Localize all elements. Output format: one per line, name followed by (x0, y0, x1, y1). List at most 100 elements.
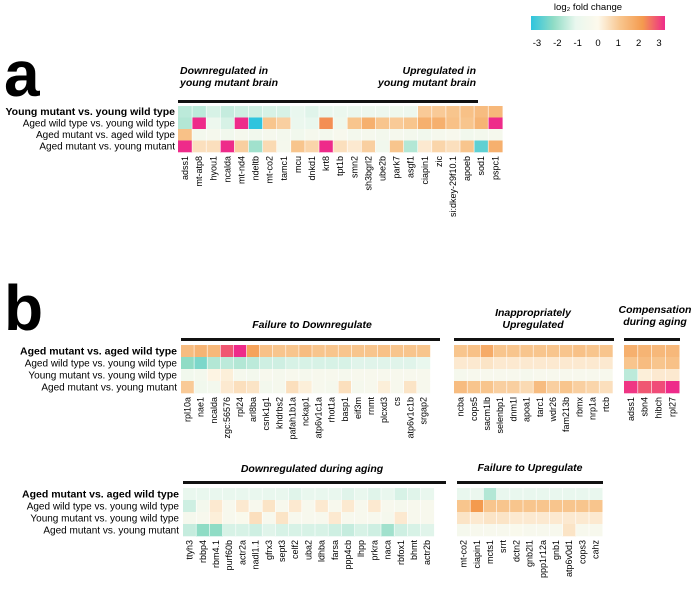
heatmap-cell (220, 357, 234, 370)
heatmap-cell (341, 500, 355, 513)
gene-label: rbmx (574, 397, 584, 417)
heatmap-cell (183, 500, 197, 513)
gene-label: gnb1 (551, 540, 561, 560)
gene-label: ciapin1 (472, 540, 482, 569)
heatmap-cell (220, 345, 234, 358)
heatmap-cell (209, 512, 223, 525)
heatmap-cell (315, 512, 329, 525)
heatmap-cell (665, 369, 680, 382)
heatmap-cell (403, 129, 418, 141)
heatmap-cell (474, 106, 489, 118)
colorbar-ticks: -3 -2 -1 0 1 2 3 (533, 38, 662, 49)
gene-label: ciapin1 (420, 156, 430, 185)
heatmap-cell (298, 369, 313, 382)
heatmap-cell (275, 524, 289, 537)
heatmap-cell (460, 117, 475, 130)
heatmap-cell (431, 140, 447, 153)
heatmap-cell (262, 129, 277, 141)
heatmap-cell (206, 140, 221, 153)
heatmap-cell (220, 140, 235, 153)
gene-label: mcts1 (485, 540, 495, 564)
heatmap-cell (341, 524, 355, 537)
group-label: Downregulated in (180, 65, 268, 77)
gene-label: arl8ba (248, 397, 258, 422)
heatmap-cell (347, 129, 362, 141)
gene-label: tarc1 (535, 397, 545, 417)
heatmap-cell (276, 106, 292, 118)
heatmap-cell (298, 381, 313, 394)
heatmap-cell (285, 369, 300, 382)
heatmap-cell (394, 488, 408, 501)
heatmap-cell (549, 512, 563, 525)
heatmap-cell (341, 512, 355, 525)
colorbar-tick-label: -3 (533, 38, 541, 49)
heatmap-cell (559, 369, 574, 382)
heatmap-cell (183, 524, 197, 537)
heatmap-cell (301, 500, 316, 513)
heatmap-cell (285, 345, 300, 358)
gene-label: asgf1 (406, 156, 416, 178)
heatmap-cell (319, 129, 334, 141)
heatmap-cell (483, 512, 497, 525)
gene-label: sacm1lb (482, 397, 492, 431)
heatmap-cell (248, 140, 263, 153)
heatmap-cell (445, 106, 461, 118)
heatmap-cell (381, 500, 395, 513)
heatmap-cell (272, 357, 287, 370)
heatmap-cell (546, 381, 560, 394)
heatmap-cell (276, 140, 292, 153)
heatmap-cell (192, 106, 207, 118)
row-label: Young mutant vs. young wild type (5, 106, 175, 118)
heatmap-cell (312, 357, 326, 370)
gene-label: sept3 (277, 540, 287, 562)
gene-label: atp6v0d1 (564, 540, 574, 577)
heatmap-cell (416, 357, 431, 370)
heatmap-cell (246, 381, 260, 394)
heatmap-cell (488, 129, 503, 141)
heatmap-cell (474, 129, 489, 141)
gene-label: cops5 (469, 397, 479, 421)
heatmap-cell (460, 140, 475, 153)
heatmap-cell (407, 524, 421, 537)
gene-label: cahz (591, 540, 601, 560)
heatmap-cell (272, 381, 287, 394)
heatmap-cell (181, 381, 195, 394)
heatmap-cell (181, 369, 195, 382)
group-bracket-bar (178, 100, 478, 103)
gene-label: atp6v1c1a (314, 397, 324, 439)
colorbar-tick-label: -2 (553, 38, 561, 49)
gene-label: rpl27 (667, 397, 677, 417)
heatmap-cell (233, 345, 247, 358)
heatmap-cell (483, 500, 497, 513)
heatmap-cell (536, 524, 550, 537)
heatmap-cell (389, 117, 404, 130)
group-label: Upregulated (502, 319, 564, 331)
heatmap-cell (536, 488, 550, 501)
heatmap-cell (192, 129, 207, 141)
heatmap-cell (325, 381, 339, 394)
heatmap-cell (454, 381, 468, 394)
colorbar-tick-label: -1 (573, 38, 581, 49)
heatmap-cell (192, 140, 207, 153)
heatmap-cell (467, 381, 481, 394)
heatmap-cell (575, 488, 590, 501)
gene-label: farsa (330, 540, 340, 560)
heatmap-cell (506, 357, 521, 370)
heatmap-cell (546, 345, 560, 358)
heatmap-cell (377, 369, 391, 382)
heatmap-cell (272, 369, 287, 382)
heatmap-cell (474, 117, 489, 130)
gene-label: gnb2l1 (525, 540, 535, 567)
gene-label: rhot1a (327, 397, 337, 423)
heatmap-cell (420, 500, 435, 513)
heatmap-cell (194, 381, 208, 394)
heatmap-cell (506, 369, 521, 382)
heatmap-cell (367, 512, 382, 525)
gene-label: mt-co2 (265, 156, 275, 184)
group-label: Inappropriately (495, 307, 572, 319)
heatmap-cell (417, 117, 433, 130)
heatmap-cell (403, 106, 418, 118)
heatmap-cell (506, 345, 521, 358)
